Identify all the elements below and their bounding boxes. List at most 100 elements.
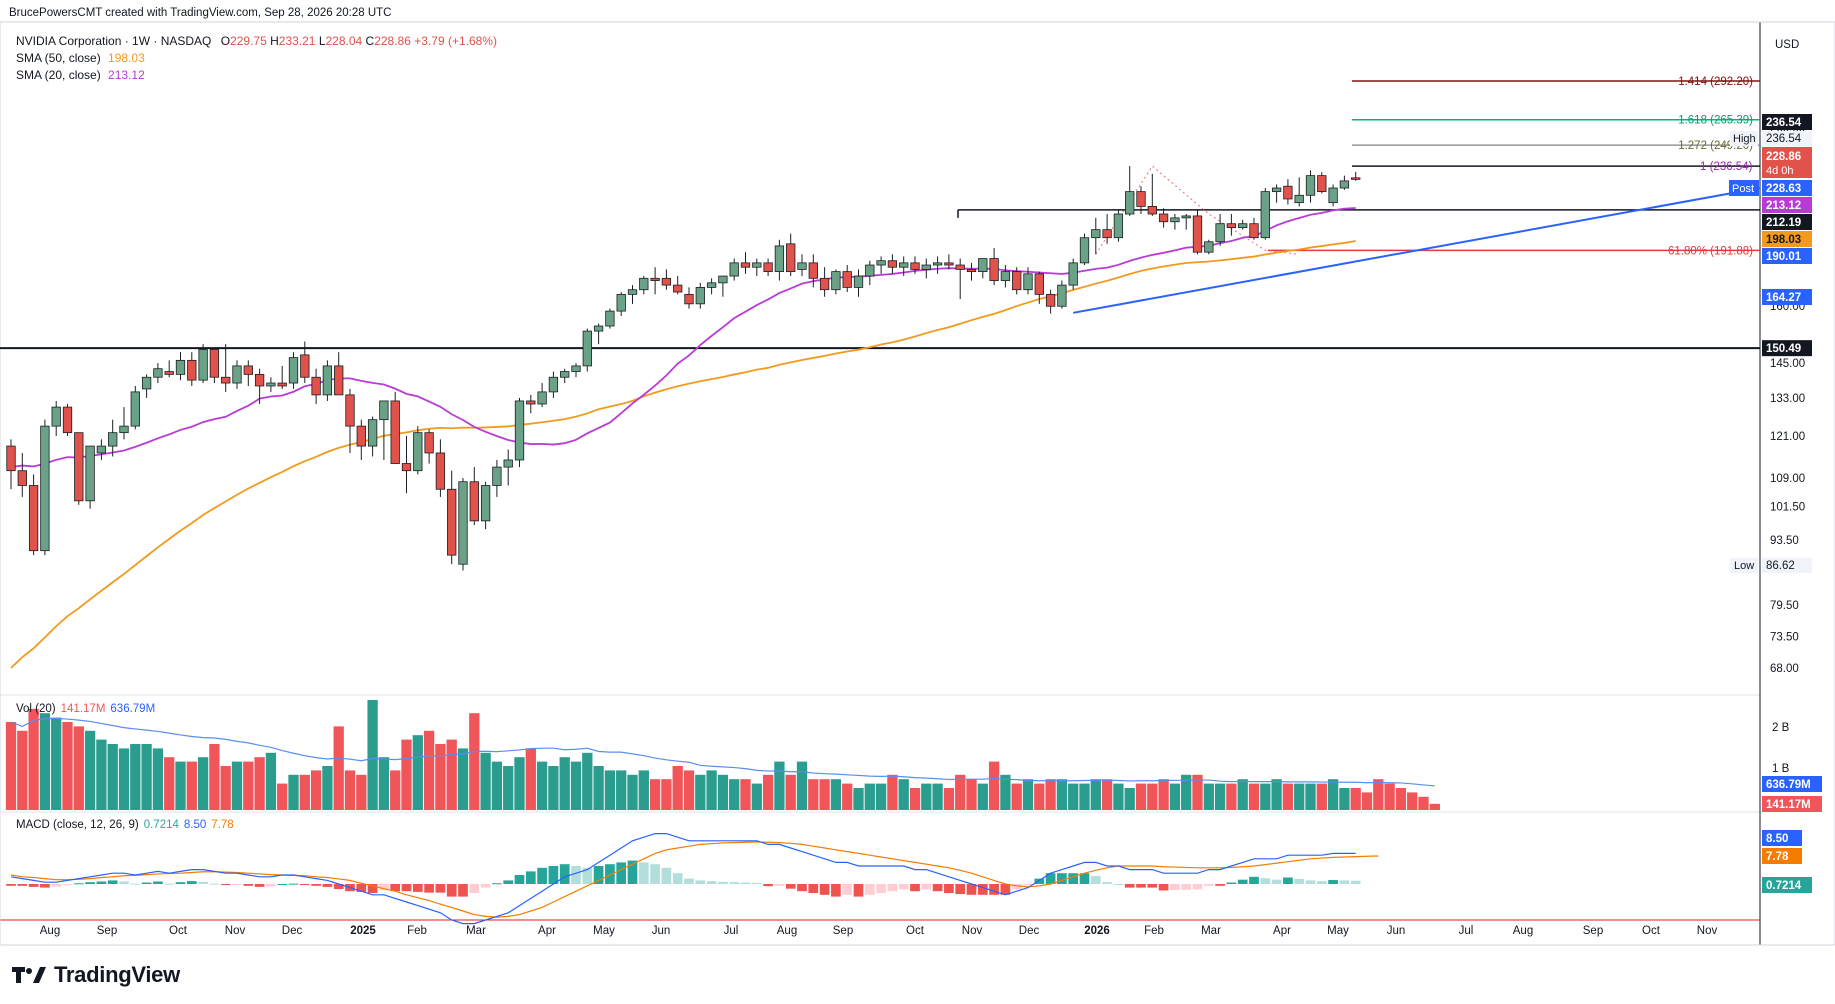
candle-body [1034,273,1044,295]
candle-body [571,365,581,372]
macd-histogram-bar [435,884,446,893]
macd-histogram-bar [401,884,412,892]
candle-body [1057,284,1067,307]
volume-bar [446,739,457,810]
volume-legend-part: 141.17M [61,703,106,715]
time-tick-label: Oct [906,925,925,937]
time-tick-label: Aug [777,925,797,937]
volume-bar [649,779,661,810]
volume-bar [1271,779,1282,810]
candle-body [108,432,118,447]
macd-histogram-bar [17,884,28,886]
badge-236: 236.54 [1766,117,1802,129]
volume-bar [401,739,412,810]
macd-histogram-bar [514,875,525,884]
volume-bar [51,717,62,810]
candle-body [582,330,592,367]
volume-ma-line [10,717,1435,787]
candle-body [1170,217,1180,223]
candle-body [627,289,638,295]
volume-badge: 141.17M [1766,799,1811,811]
macd-line-badge-bg [1762,830,1802,846]
candle-body [1238,223,1248,229]
candle-body [661,277,672,286]
candle-body [1091,229,1101,239]
volume-legend-part: Vol (20) [16,703,56,715]
macd-histogram-bar [73,883,84,885]
level-212-badge-bg [1762,214,1812,230]
volume-bar [175,761,186,810]
volume-bar [1407,792,1418,810]
candle-body [695,287,705,305]
macd-histogram-bar [243,884,254,886]
fib-1-label: 1 (236.54) [1700,161,1753,173]
macd-histogram-bar [333,884,344,890]
volume-bar [774,761,785,810]
volume-bar [514,757,525,810]
candle-body [164,371,174,375]
candle-body [17,470,27,486]
sma20-legend[interactable]: SMA (20, close) 213.12 [16,68,145,82]
time-tick-label: Sep [833,925,853,937]
volume-bar [955,774,966,810]
macd-histogram-bar [650,864,660,884]
volume-tick-label: 2 B [1772,722,1790,734]
candle-body [367,419,378,447]
level-164-badge: 164.27 [1766,292,1801,304]
macd-histogram-bar [729,882,740,884]
sma50-value: 198.03 [108,51,145,65]
candle-body [356,425,366,447]
price-tick-label: 73.50 [1770,632,1799,644]
volume-bar [367,700,378,810]
volume-bar [1124,788,1135,810]
sma50-label: SMA (50, close) [16,51,101,65]
macd-histogram-bar [819,884,830,895]
macd-line [10,832,1356,925]
volume-bar [469,713,480,810]
candle-body [447,488,457,556]
macd-histogram-bar [797,884,807,892]
candle-body [1192,215,1203,253]
macd-histogram-bar [1249,876,1259,884]
candle-body [1305,175,1316,196]
macd-histogram-bar [966,884,977,895]
macd-histogram-bar [424,884,434,893]
candle-body [1068,262,1078,286]
volume-bar [243,761,254,810]
close-value: 228.86 [374,34,411,48]
badge-236-bg [1762,114,1812,130]
macd-histogram-bar [605,864,615,884]
macd-histogram-bar [661,867,672,884]
candle-body [1181,215,1191,219]
sma20-badge-bg [1762,197,1812,213]
volume-bar [864,783,875,810]
sma50-legend[interactable]: SMA (50, close) 198.03 [16,51,145,65]
price-tick-label: 121.00 [1770,431,1805,443]
macd-histogram-bar [1305,880,1316,884]
volume-bar [299,774,310,810]
volume-ma-badge-bg [1762,776,1822,792]
price-tick-label: 145.00 [1770,358,1805,370]
volume-bar [1056,779,1068,810]
volume-bar [1282,783,1294,810]
volume-bar [830,779,842,810]
candle-body [1012,271,1022,291]
open-value: 229.75 [230,34,267,48]
macd-histogram-bar [322,884,333,887]
volume-bar [96,739,107,810]
candle-body [593,325,604,332]
low-tag: Low [1734,560,1754,572]
macd-histogram-bar [503,880,514,884]
macd-histogram-bar [1124,884,1135,888]
high-value: 236.54 [1766,133,1802,145]
macd-histogram-bar [853,884,864,897]
macd-histogram-bar [944,884,954,893]
macd-histogram-bar [469,884,480,893]
candle-body [492,466,502,486]
macd-histogram-bar [842,884,853,895]
volume-bar [265,752,277,810]
symbol-name[interactable]: NVIDIA Corporation · 1W · NASDAQ [16,34,212,48]
candle-body [96,445,107,454]
volume-bar [254,757,265,810]
